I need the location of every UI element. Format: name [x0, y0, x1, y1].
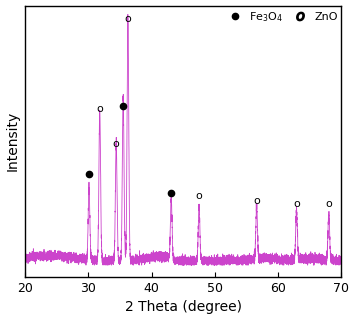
- Text: o: o: [125, 14, 131, 24]
- Text: o: o: [97, 104, 103, 114]
- Text: o: o: [293, 199, 300, 209]
- Legend: Fe$_3$O$_4$, ZnO: Fe$_3$O$_4$, ZnO: [219, 6, 342, 28]
- Text: o: o: [326, 199, 332, 209]
- Text: o: o: [253, 196, 260, 206]
- Text: o: o: [196, 191, 202, 201]
- Y-axis label: Intensity: Intensity: [6, 111, 20, 172]
- X-axis label: 2 Theta (degree): 2 Theta (degree): [125, 300, 242, 315]
- Text: o: o: [113, 139, 120, 149]
